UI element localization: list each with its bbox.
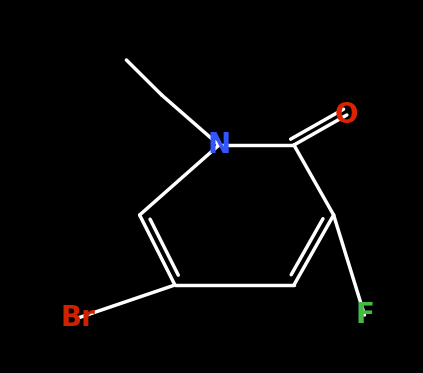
Text: Br: Br — [60, 304, 95, 332]
Text: O: O — [335, 101, 359, 129]
Text: N: N — [207, 131, 231, 159]
Text: F: F — [355, 301, 374, 329]
